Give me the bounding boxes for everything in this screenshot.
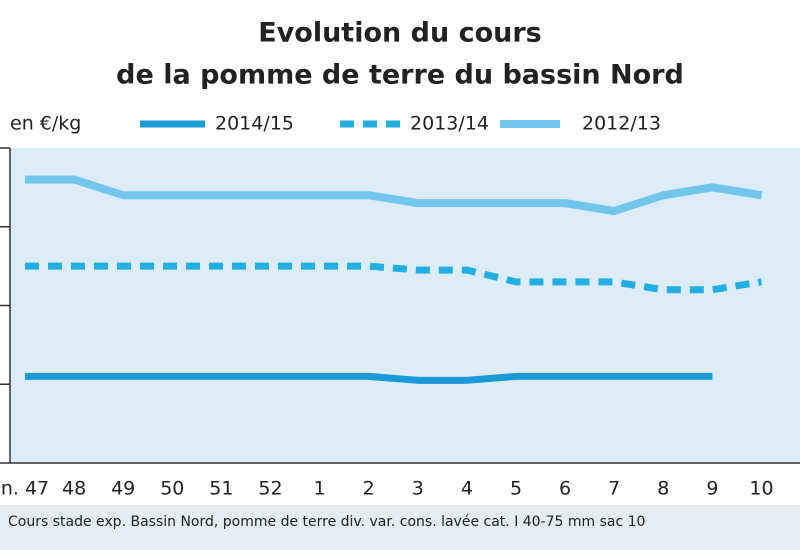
x-tick-label: 48: [62, 478, 86, 500]
x-tick-label: 2: [363, 478, 375, 500]
x-tick-label: 50: [160, 478, 184, 500]
x-tick-label: n. 47: [1, 478, 49, 500]
x-tick-label: 7: [608, 478, 620, 500]
chart-title: de la pomme de terre du bassin Nord: [116, 60, 684, 91]
legend-label: 2012/13: [582, 113, 661, 135]
x-tick-label: 6: [559, 478, 571, 500]
x-tick-label: 52: [258, 478, 282, 500]
series-line: [25, 372, 713, 384]
x-tick-label: 3: [412, 478, 424, 500]
chart-title: Evolution du cours: [258, 18, 542, 49]
note: Cours stade exp. Bassin Nord, pomme de t…: [8, 514, 645, 530]
y-axis-label: en €/kg: [10, 113, 81, 135]
x-tick-label: 5: [510, 478, 522, 500]
series-line: [25, 175, 763, 215]
legend-label: 2013/14: [410, 113, 489, 135]
footer-band: [0, 505, 800, 550]
x-tick-label: 8: [657, 478, 669, 500]
series-line: [25, 262, 763, 294]
x-tick-label: 1: [314, 478, 326, 500]
x-tick-label: 4: [461, 478, 473, 500]
legend-label: 2014/15: [215, 113, 294, 135]
x-tick-label: 9: [706, 478, 718, 500]
x-tick-label: 10: [749, 478, 773, 500]
x-tick-label: 51: [209, 478, 233, 500]
x-tick-label: 49: [111, 478, 135, 500]
